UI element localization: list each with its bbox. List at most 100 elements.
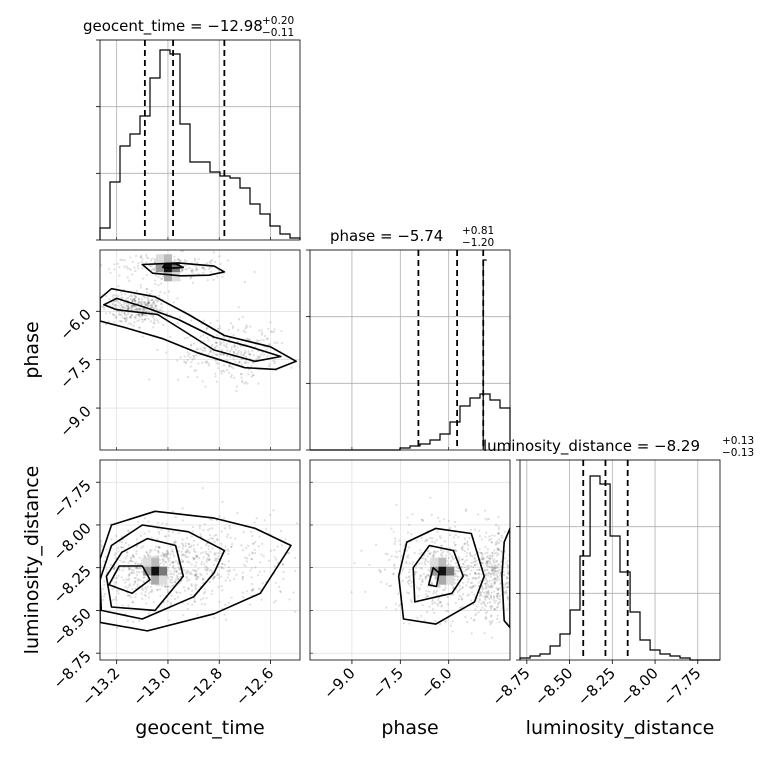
contour-level-0 (108, 565, 151, 595)
sample-point (417, 595, 420, 598)
sample-point (232, 358, 235, 361)
sample-point (190, 269, 193, 273)
sample-point (491, 605, 494, 608)
sample-point (484, 545, 487, 549)
sample-point (120, 545, 123, 549)
xlabel-phase: phase (381, 717, 438, 739)
sample-point (457, 556, 460, 559)
sample-point (455, 575, 459, 578)
sample-point (276, 341, 279, 344)
sample-point (124, 306, 127, 310)
sample-point (443, 588, 446, 592)
sample-point (195, 570, 198, 573)
sample-point (478, 595, 481, 598)
sample-point (478, 568, 481, 571)
sample-point (214, 557, 217, 560)
sample-point (122, 306, 125, 310)
title-geocent-time-plus: +0.20 (262, 15, 294, 27)
sample-point (244, 556, 247, 559)
sample-point (134, 562, 137, 565)
sample-point (425, 590, 428, 593)
sample-point (196, 543, 199, 546)
sample-point (177, 577, 180, 580)
sample-point (488, 554, 492, 557)
sample-point (216, 538, 219, 542)
sample-point (123, 258, 126, 262)
sample-point (186, 354, 190, 357)
sample-point (114, 556, 117, 560)
sample-point (180, 250, 183, 252)
sample-point (233, 345, 236, 349)
sample-point (172, 567, 175, 570)
sample-point (150, 299, 153, 302)
y-tick-label-phase: −6.0 (56, 305, 94, 343)
sample-point (250, 589, 253, 592)
sample-point (251, 542, 254, 545)
sample-point (273, 360, 276, 363)
sample-point (107, 320, 110, 323)
sample-point (104, 294, 108, 298)
sample-point (426, 595, 429, 598)
sample-point (494, 599, 498, 603)
sample-point (116, 626, 119, 629)
sample-point (479, 593, 482, 596)
density-cell (155, 263, 164, 273)
sample-point (456, 590, 460, 594)
sample-point (474, 576, 477, 580)
sample-point (159, 309, 162, 312)
sample-point (123, 303, 126, 306)
sample-point (89, 558, 91, 560)
sample-point (493, 558, 496, 562)
histogram-luminosity_distance (519, 475, 720, 661)
sample-point (500, 534, 503, 537)
sample-point (460, 595, 463, 598)
sample-point (244, 351, 247, 355)
sample-point (446, 603, 449, 606)
sample-point (486, 551, 489, 554)
sample-point (454, 543, 457, 546)
x-tick-label-luminosity_distance: −8.25 (574, 664, 619, 709)
sample-point (260, 553, 263, 556)
sample-point (234, 348, 238, 351)
sample-point (247, 368, 251, 371)
sample-point (438, 584, 441, 587)
sample-point (481, 557, 484, 561)
sample-point (118, 274, 121, 277)
sample-point (456, 570, 459, 573)
sample-point (132, 620, 135, 624)
sample-point (140, 307, 143, 310)
sample-point (103, 580, 106, 583)
sample-point (464, 573, 467, 576)
sample-point (421, 578, 424, 581)
sample-point (205, 569, 208, 572)
ylabel-phase: phase (21, 321, 43, 378)
sample-point (129, 556, 132, 559)
sample-point (431, 600, 434, 603)
sample-point (127, 306, 130, 309)
sample-point (130, 314, 133, 317)
sample-point (216, 354, 219, 357)
sample-point (147, 304, 150, 307)
sample-point (494, 567, 497, 570)
sample-point (152, 555, 155, 558)
sample-point (112, 313, 115, 316)
sample-point (414, 570, 417, 574)
sample-point (142, 580, 145, 583)
sample-point (494, 577, 497, 580)
sample-point (181, 560, 184, 564)
sample-point (147, 256, 150, 260)
sample-point (214, 575, 217, 578)
sample-point (145, 550, 148, 554)
y-tick-label-phase: −9.0 (56, 402, 94, 440)
sample-point (143, 301, 146, 304)
sample-point (133, 308, 136, 311)
panel-frame (519, 459, 721, 661)
sample-point (241, 379, 244, 382)
sample-point (475, 605, 479, 608)
sample-point (142, 307, 145, 310)
panel-content (81, 460, 300, 660)
sample-point (128, 322, 131, 325)
sample-point (81, 595, 83, 597)
sample-point (135, 313, 138, 316)
sample-point (495, 594, 498, 598)
